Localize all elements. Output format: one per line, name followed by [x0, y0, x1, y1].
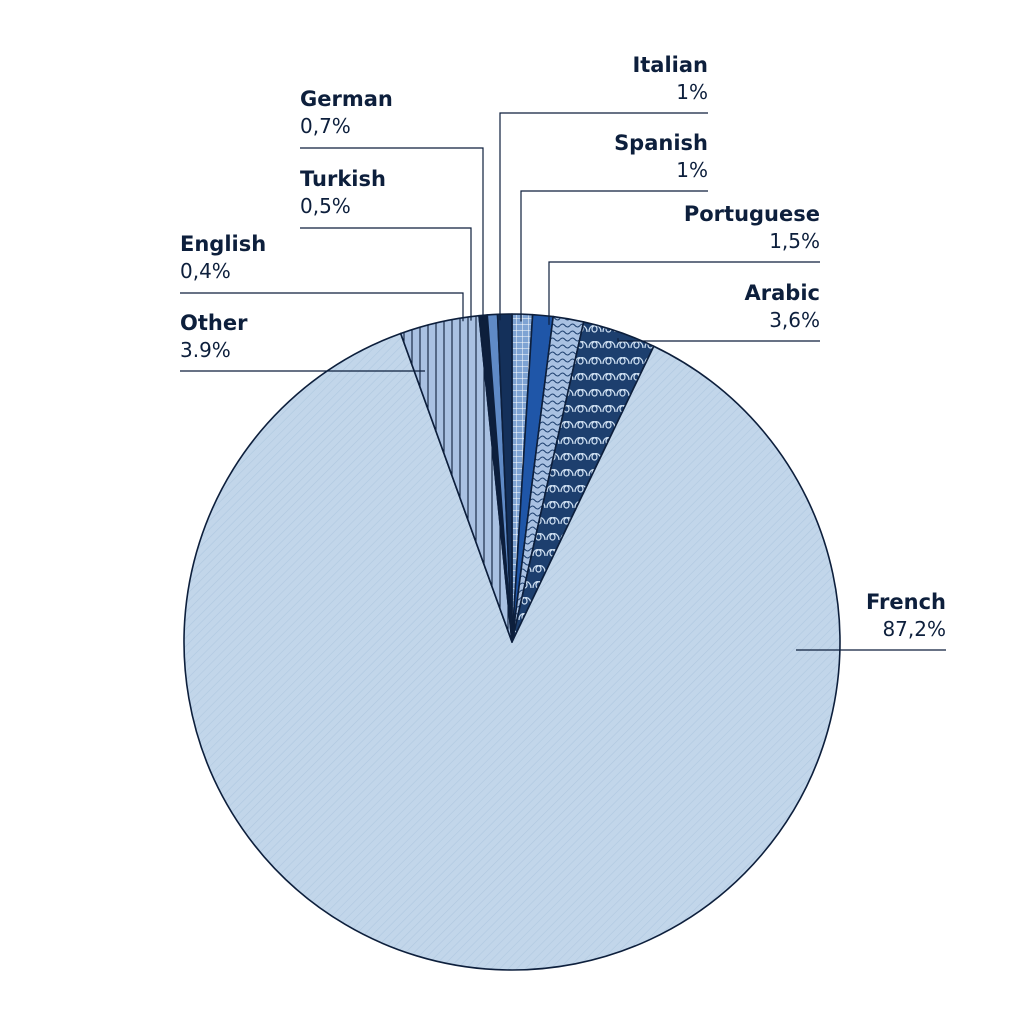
leader-line-german	[300, 147, 484, 321]
value-english: 0,4%	[180, 259, 231, 283]
slice-german	[496, 313, 513, 643]
label-other: Other	[180, 311, 248, 335]
slice-labels: Italian 1% Spanish 1% Portuguese 1,5% Arabic 3,…	[180, 53, 946, 641]
leader-line-spanish	[520, 190, 708, 322]
slice-french	[183, 332, 841, 971]
value-other: 3.9%	[180, 338, 231, 362]
value-spanish: 1%	[676, 158, 708, 182]
label-italian: Italian	[632, 53, 708, 77]
value-turkish: 0,5%	[300, 194, 351, 218]
label-arabic: Arabic	[745, 281, 820, 305]
label-english: English	[180, 232, 266, 256]
value-portuguese: 1,5%	[769, 229, 820, 253]
pie-slices	[183, 313, 841, 971]
value-german: 0,7%	[300, 114, 351, 138]
label-turkish: Turkish	[300, 167, 386, 191]
label-german: German	[300, 87, 393, 111]
leader-line-turkish	[300, 227, 472, 321]
value-arabic: 3,6%	[769, 308, 820, 332]
leader-line-portuguese	[548, 261, 820, 325]
label-spanish: Spanish	[614, 131, 708, 155]
value-french: 87,2%	[882, 617, 946, 641]
leader-lines	[180, 112, 946, 651]
value-italian: 1%	[676, 80, 708, 104]
label-portuguese: Portuguese	[684, 202, 820, 226]
leader-line-italian	[499, 112, 708, 321]
label-french: French	[866, 590, 946, 614]
leader-line-arabic	[617, 338, 820, 342]
leader-line-english	[180, 292, 464, 322]
